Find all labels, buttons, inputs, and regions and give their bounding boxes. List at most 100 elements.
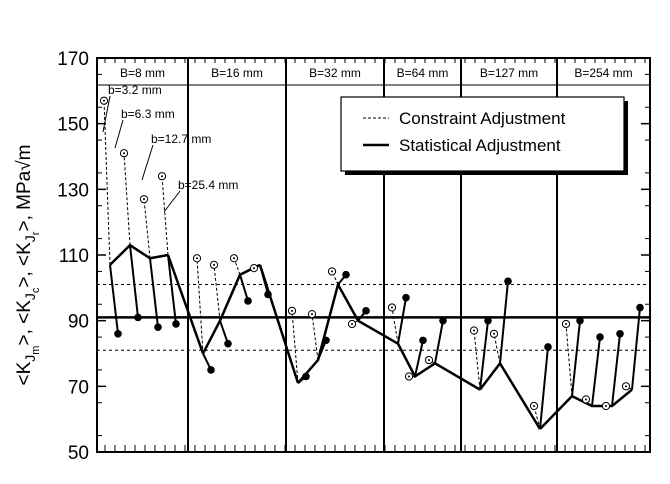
statistical-point [224,339,232,348]
statistical-point [616,330,624,338]
constraint-adjust-line [533,405,541,430]
constraint-adjust-line [143,199,151,259]
constraint-point-center [143,198,145,201]
y-tick-label: 150 [57,115,89,136]
y-tick-label: 70 [68,377,89,398]
annotation-label: b=3.2 mm [108,83,162,97]
constraint-adjust-line [161,176,169,256]
constraint-point-center [565,322,567,325]
data-marks [99,96,644,430]
statistical-point [342,270,350,279]
constraint-point-center [213,263,215,266]
statistical-point [544,343,552,351]
statistical-point [419,336,427,345]
constraint-point-center [493,332,495,335]
constraint-adjust-line [565,323,573,397]
annotation-pointer [102,95,111,133]
statistical-point [504,277,512,286]
constraint-point-center [311,313,313,316]
statistical-point [439,316,447,325]
panel-label: B=127 mm [480,66,538,80]
statistical-adjust-line [591,336,601,407]
statistical-point [636,303,644,312]
plot-border [96,57,651,453]
statistical-point [302,372,310,381]
statistical-adjust-line [414,340,424,377]
legend: Constraint Adjustment Statistical Adjustm… [340,96,628,175]
annotation-pointer [114,119,124,149]
constraint-point-center [331,270,333,273]
annotations: b=3.2 mm b=6.3 mm b=12.7 mm b=25.4 mm [102,83,238,213]
statistical-adjust-line [539,346,549,430]
constraint-point-center [625,385,627,388]
constraint-point-center [473,329,475,332]
annotation-label: b=12.7 mm [151,132,211,146]
panel-label: B=16 mm [211,66,263,80]
constraint-point-center [428,359,430,362]
statistical-point [134,313,142,322]
y-tick-label: 110 [59,246,89,267]
statistical-adjust-line [109,264,119,334]
statistical-adjust-line [499,281,509,364]
statistical-point [114,330,122,338]
raw-series-line [201,263,261,355]
legend-label: Constraint Adjustment [399,109,566,128]
y-axis-title: <KJm>, <KJc>, <KJr>, MPa√m [14,145,42,386]
raw-series-line [479,361,542,430]
y-tick-label: 130 [57,180,89,201]
statistical-point [322,336,330,345]
raw-series-line [571,388,633,408]
statistical-point [484,316,492,325]
y-tick-label: 50 [68,443,89,464]
constraint-point-center [585,398,587,401]
constraint-point-center [391,306,393,309]
raw-series-line [109,243,169,266]
raw-connector [539,395,573,430]
statistical-point [362,307,370,315]
constraint-adjust-line [473,330,481,390]
constraint-point-center [196,257,198,260]
constraint-adjust-line [213,264,221,321]
constraint-point-center [123,152,125,155]
statistical-adjust-line [434,320,444,364]
constraint-adjust-line [391,307,399,344]
annotation-label: b=6.3 mm [121,107,175,121]
panel-label: B=32 mm [309,66,361,80]
annotation-label: b=25.4 mm [178,178,238,192]
constraint-adjust-line [103,100,111,265]
panel-label: B=8 mm [120,66,165,80]
raw-connector [258,264,300,384]
raw-series-line [297,281,360,384]
statistical-point [402,293,410,302]
constraint-point-center [533,405,535,408]
statistical-point [154,323,162,332]
statistical-adjust-line [149,258,159,328]
statistical-adjust-line [479,320,489,390]
constraint-adjust-line [493,333,501,364]
constraint-point-center [351,322,353,325]
raw-connector [166,254,205,354]
y-tick-label: 90 [68,312,89,333]
constraint-adjust-line [233,258,241,275]
statistical-adjust-line [611,333,621,407]
statistical-point [596,333,604,341]
statistical-point [576,316,584,325]
constraint-point-center [408,375,410,378]
y-tick-label: 170 [57,49,89,70]
statistical-adjust-line [239,274,249,302]
panel-label: B=254 mm [574,66,632,80]
legend-label: Statistical Adjustment [399,136,561,155]
statistical-adjust-line [397,297,407,344]
statistical-adjust-line [219,320,229,344]
constraint-point-center [291,309,293,312]
statistical-adjust-line [129,245,139,318]
statistical-point [172,320,180,328]
statistical-point [244,297,252,305]
raw-connector [434,362,481,391]
statistical-point [207,366,215,374]
annotation-pointer [163,190,181,213]
statistical-adjust-line [631,307,641,390]
constraint-point-center [233,257,235,260]
constraint-point-center [605,405,607,408]
